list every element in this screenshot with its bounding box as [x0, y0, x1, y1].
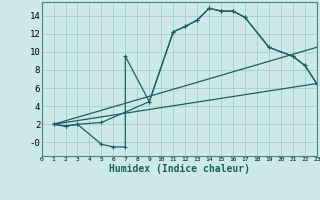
X-axis label: Humidex (Indice chaleur): Humidex (Indice chaleur)	[109, 164, 250, 174]
